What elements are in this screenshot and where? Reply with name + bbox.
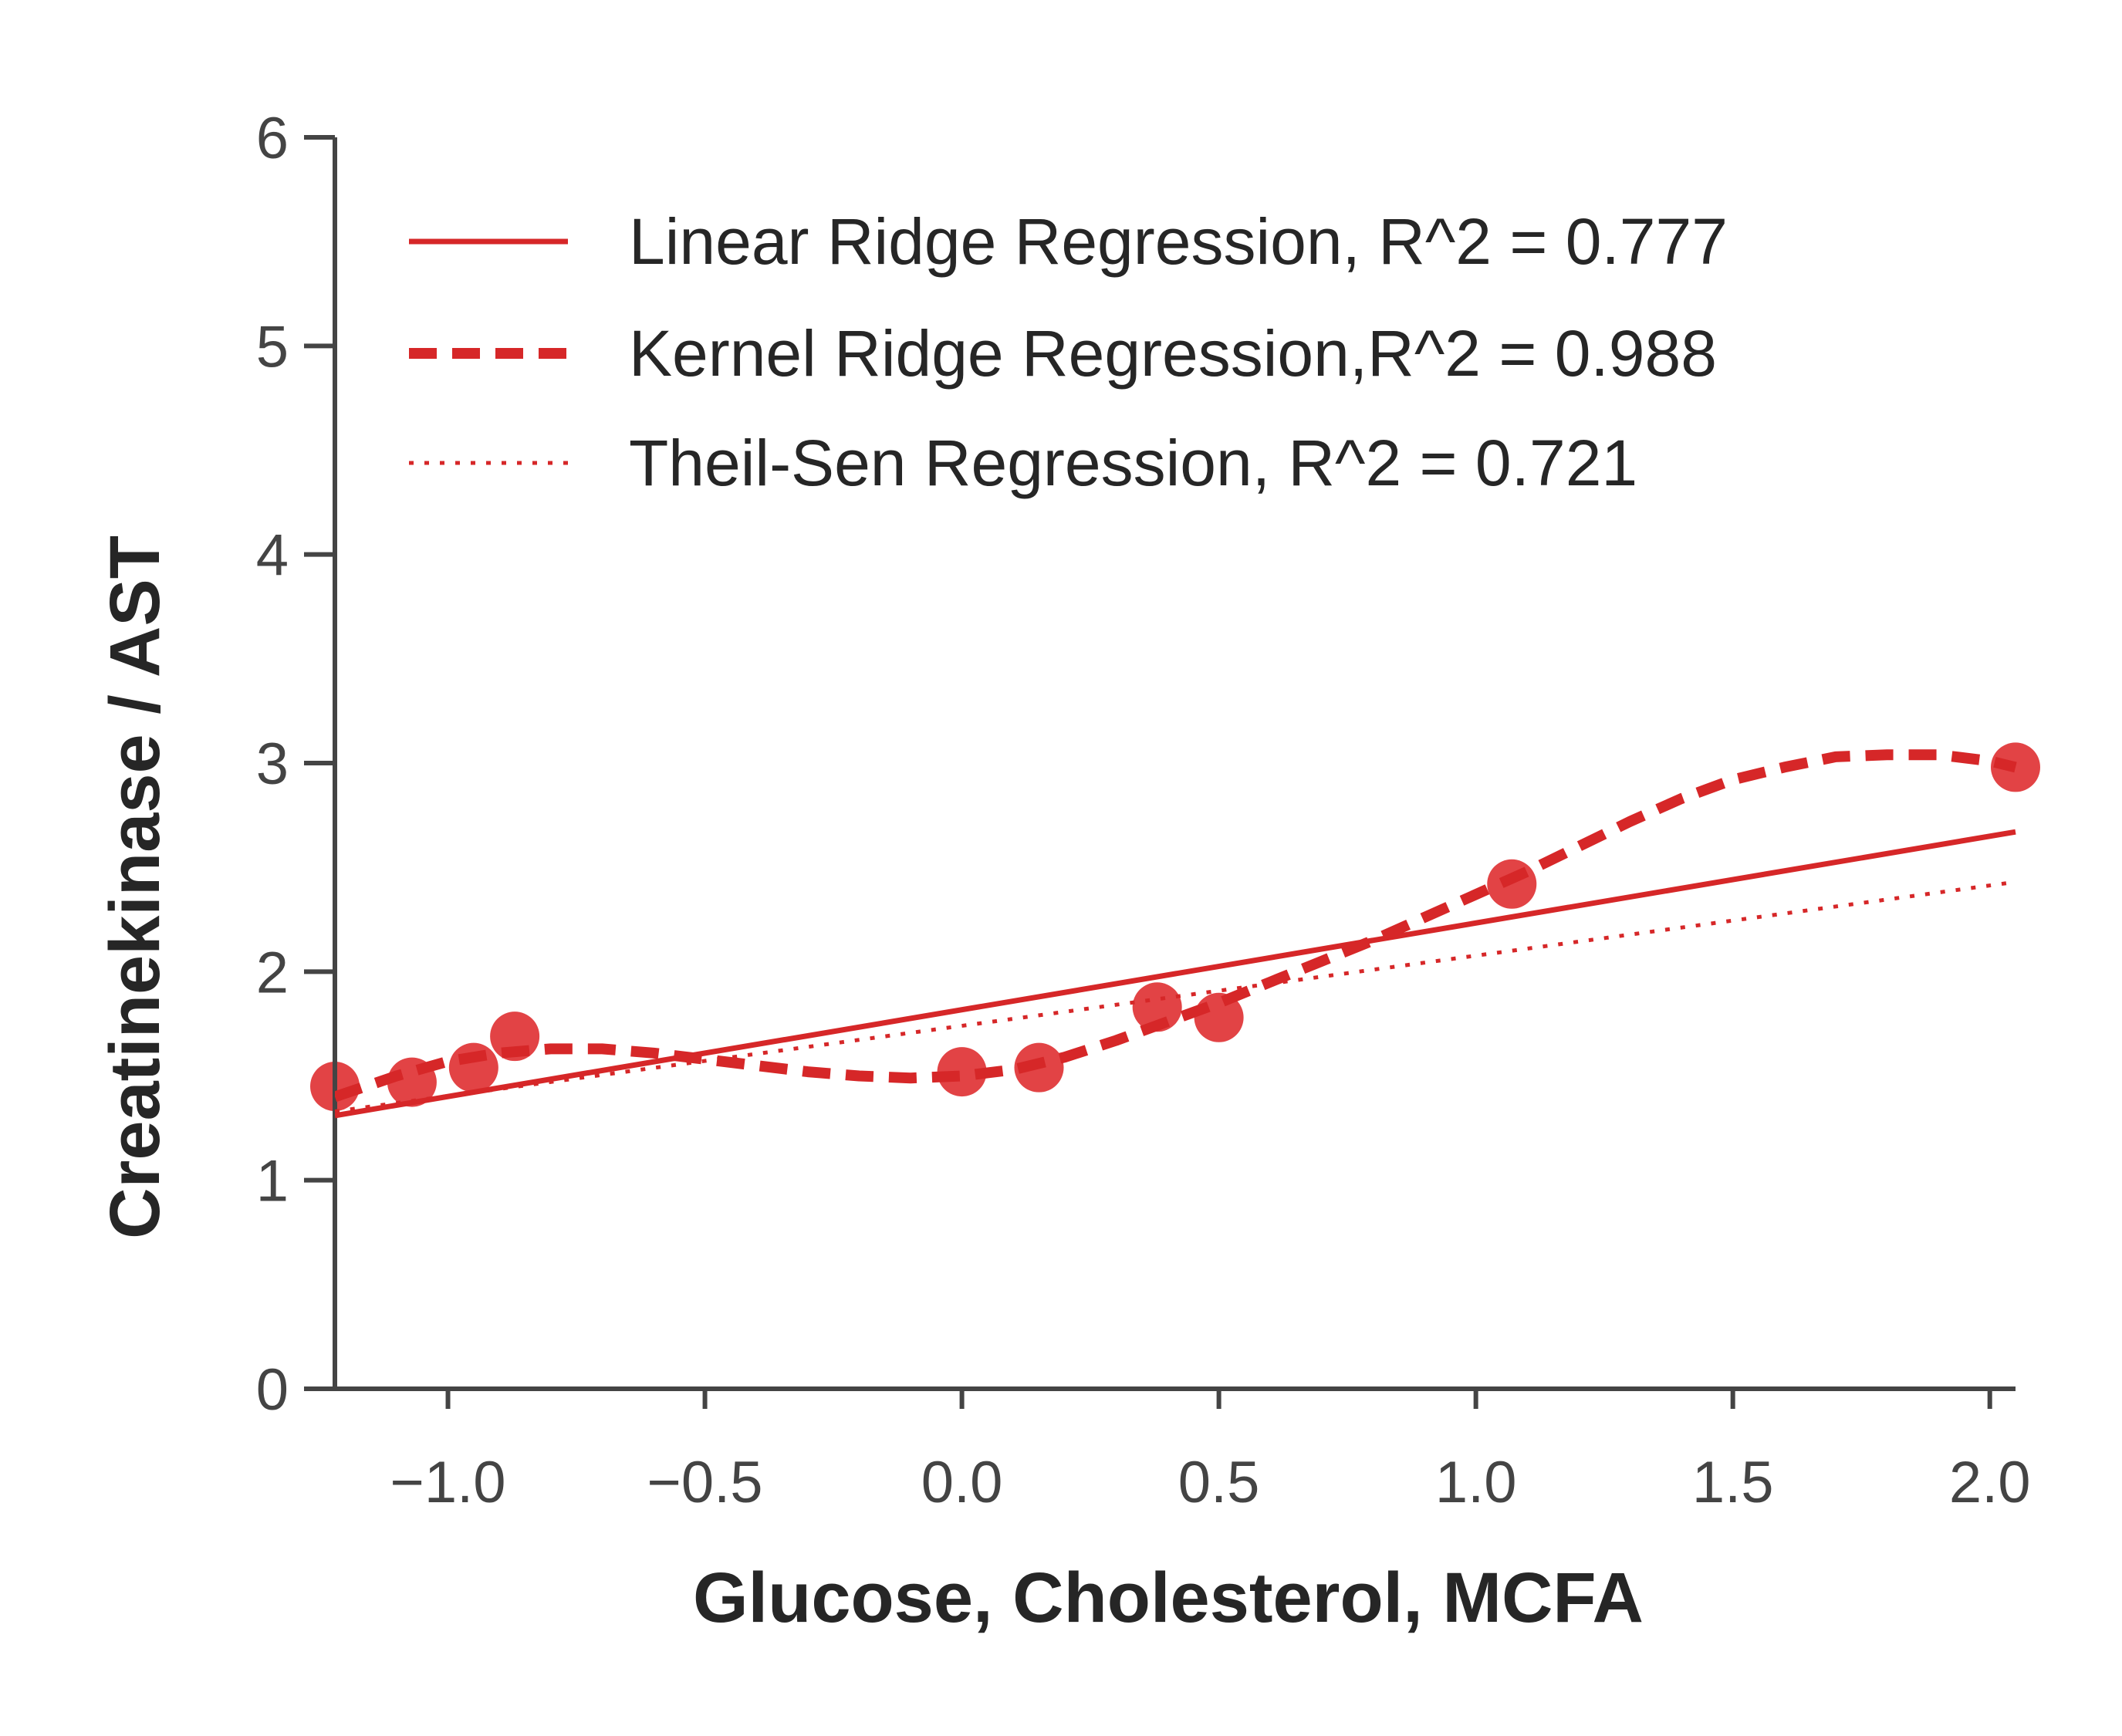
x-tick-label: 1.5 [1692,1450,1774,1515]
x-tick-label: 1.0 [1435,1450,1517,1515]
data-point [937,1047,987,1097]
legend: Linear Ridge Regression, R^2 = 0.777 Kern… [409,205,1728,499]
series-line-dashed [335,749,2017,1103]
y-axis-title: Creatinekinase / AST [96,535,174,1239]
y-tick-label: 1 [256,1149,289,1214]
x-tick-label: −0.5 [647,1450,763,1515]
legend-label: Theil-Sen Regression, R^2 = 0.721 [629,427,1637,499]
y-tick-label: 0 [256,1357,289,1423]
data-point [1132,982,1182,1032]
series-layer [335,749,2017,1119]
y-tick-label: 5 [256,314,289,380]
x-tick-label: 0.5 [1178,1450,1260,1515]
data-point [448,1042,498,1093]
y-tick-label: 4 [256,523,289,589]
y-tick-label: 6 [256,106,289,171]
x-axis-title: Glucose, Cholesterol, MCFA [693,1559,1644,1637]
points-layer [310,742,2040,1112]
ticks-layer: −1.0 −0.5 0.0 0.5 1.0 1.5 2.0 0 1 2 3 4 5 6 [256,106,2031,1515]
x-tick-label: 2.0 [1949,1450,2031,1515]
y-tick-label: 2 [256,940,289,1005]
x-tick-label: 0.0 [921,1450,1003,1515]
series-line-solid [335,829,2016,1119]
legend-label: Kernel Ridge Regression,R^2 = 0.988 [629,317,1717,390]
y-tick-label: 3 [256,731,289,797]
data-point [1991,742,2040,792]
legend-label: Linear Ridge Regression, R^2 = 0.777 [629,205,1728,278]
x-tick-label: −1.0 [390,1450,506,1515]
